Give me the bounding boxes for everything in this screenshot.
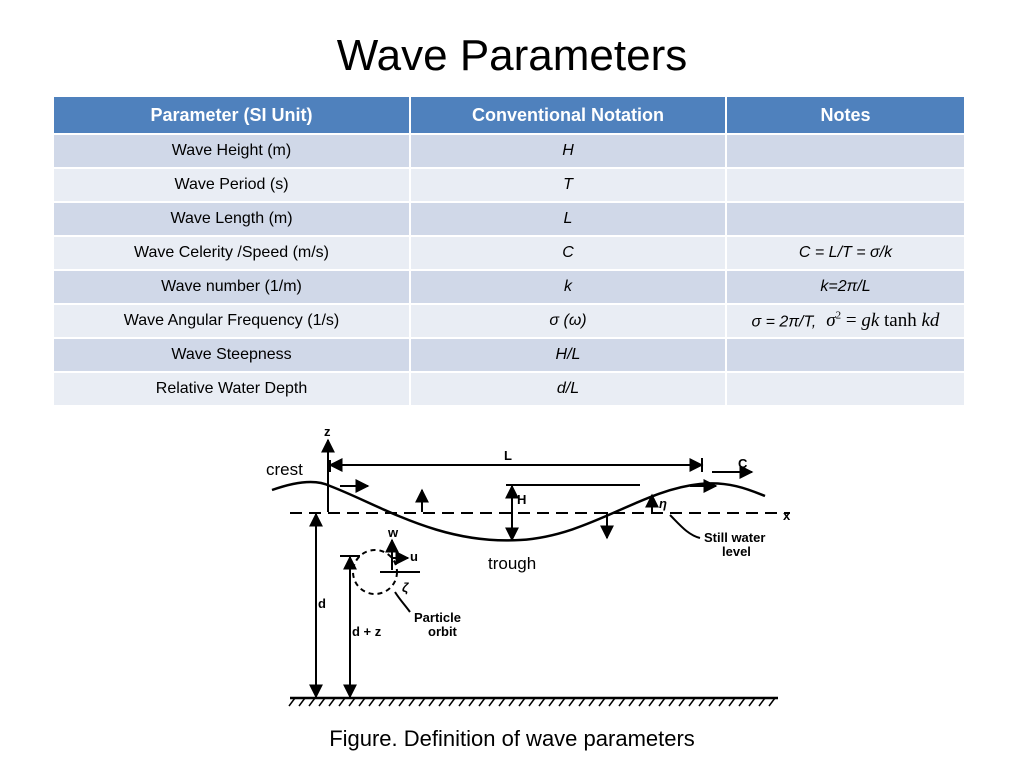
header-notes: Notes [725,95,966,135]
table-row: Wave Celerity /Speed (m/s) C C = L/T = σ… [52,235,966,271]
notes-cell [725,337,966,373]
w-label: w [387,525,399,540]
param-cell: Wave Height (m) [52,133,411,169]
notation-cell: C [409,235,727,271]
trough-label: trough [488,554,537,573]
param-cell: Wave Angular Frequency (1/s) [52,303,411,339]
seabed-hatching [288,697,776,707]
notes-cell [725,133,966,169]
param-cell: Wave Steepness [52,337,411,373]
notes-cell [725,167,966,203]
table-row: Wave Steepness H/L [52,337,966,373]
orbit-label: orbit [428,624,458,639]
notes-cell: C = L/T = σ/k [725,235,966,271]
param-cell: Wave Celerity /Speed (m/s) [52,235,411,271]
table-row: Relative Water Depth d/L [52,371,966,407]
wave-definition-figure: z x L C H η Still water level w u ζ Part… [271,424,791,707]
table-row: Wave number (1/m) k k=2π/L [52,269,966,305]
notation-cell: H [409,133,727,169]
table-row: Wave Length (m) L [52,201,966,237]
particle-label: Particle [414,610,461,625]
crest-label: crest [266,460,303,479]
z-label: z [324,424,331,439]
level-label: level [722,544,751,559]
table-row: Wave Height (m) H [52,133,966,169]
table-row: Wave Angular Frequency (1/s) σ (ω) σ = 2… [52,303,966,339]
notation-cell: H/L [409,337,727,373]
eta-label: η [659,496,667,511]
notes-cell: k=2π/L [725,269,966,305]
d-plus-z-label: d + z [352,624,382,639]
header-parameter: Parameter (SI Unit) [52,95,411,135]
u-label: u [410,549,418,564]
notation-cell: T [409,167,727,203]
notation-cell: d/L [409,371,727,407]
x-label: x [783,508,791,523]
C-label: C [738,456,748,471]
figure-caption: Figure. Definition of wave parameters [329,726,695,751]
notes-cell: σ = 2π/T, σ2 = gk tanh kd [725,303,966,339]
zeta-label: ζ [402,580,409,595]
param-cell: Wave Period (s) [52,167,411,203]
param-cell: Wave number (1/m) [52,269,411,305]
header-notation: Conventional Notation [409,95,727,135]
sigma-definition: σ = 2π/T, [751,313,817,331]
table-header-row: Parameter (SI Unit) Conventional Notatio… [52,95,966,135]
notes-cell [725,371,966,407]
still-water-label: Still water [704,530,765,545]
notes-cell [725,201,966,237]
dispersion-equation: σ2 = gk tanh kd [826,309,940,332]
notation-cell: σ (ω) [409,303,727,339]
param-cell: Wave Length (m) [52,201,411,237]
notation-cell: L [409,201,727,237]
d-label: d [318,596,326,611]
slide-title: Wave Parameters [336,31,688,80]
wave-profile [271,480,766,542]
wave-parameters-table: Parameter (SI Unit) Conventional Notatio… [52,95,966,407]
table-row: Wave Period (s) T [52,167,966,203]
notation-cell: k [409,269,727,305]
param-cell: Relative Water Depth [52,371,411,407]
H-label: H [517,492,526,507]
L-label: L [504,448,512,463]
